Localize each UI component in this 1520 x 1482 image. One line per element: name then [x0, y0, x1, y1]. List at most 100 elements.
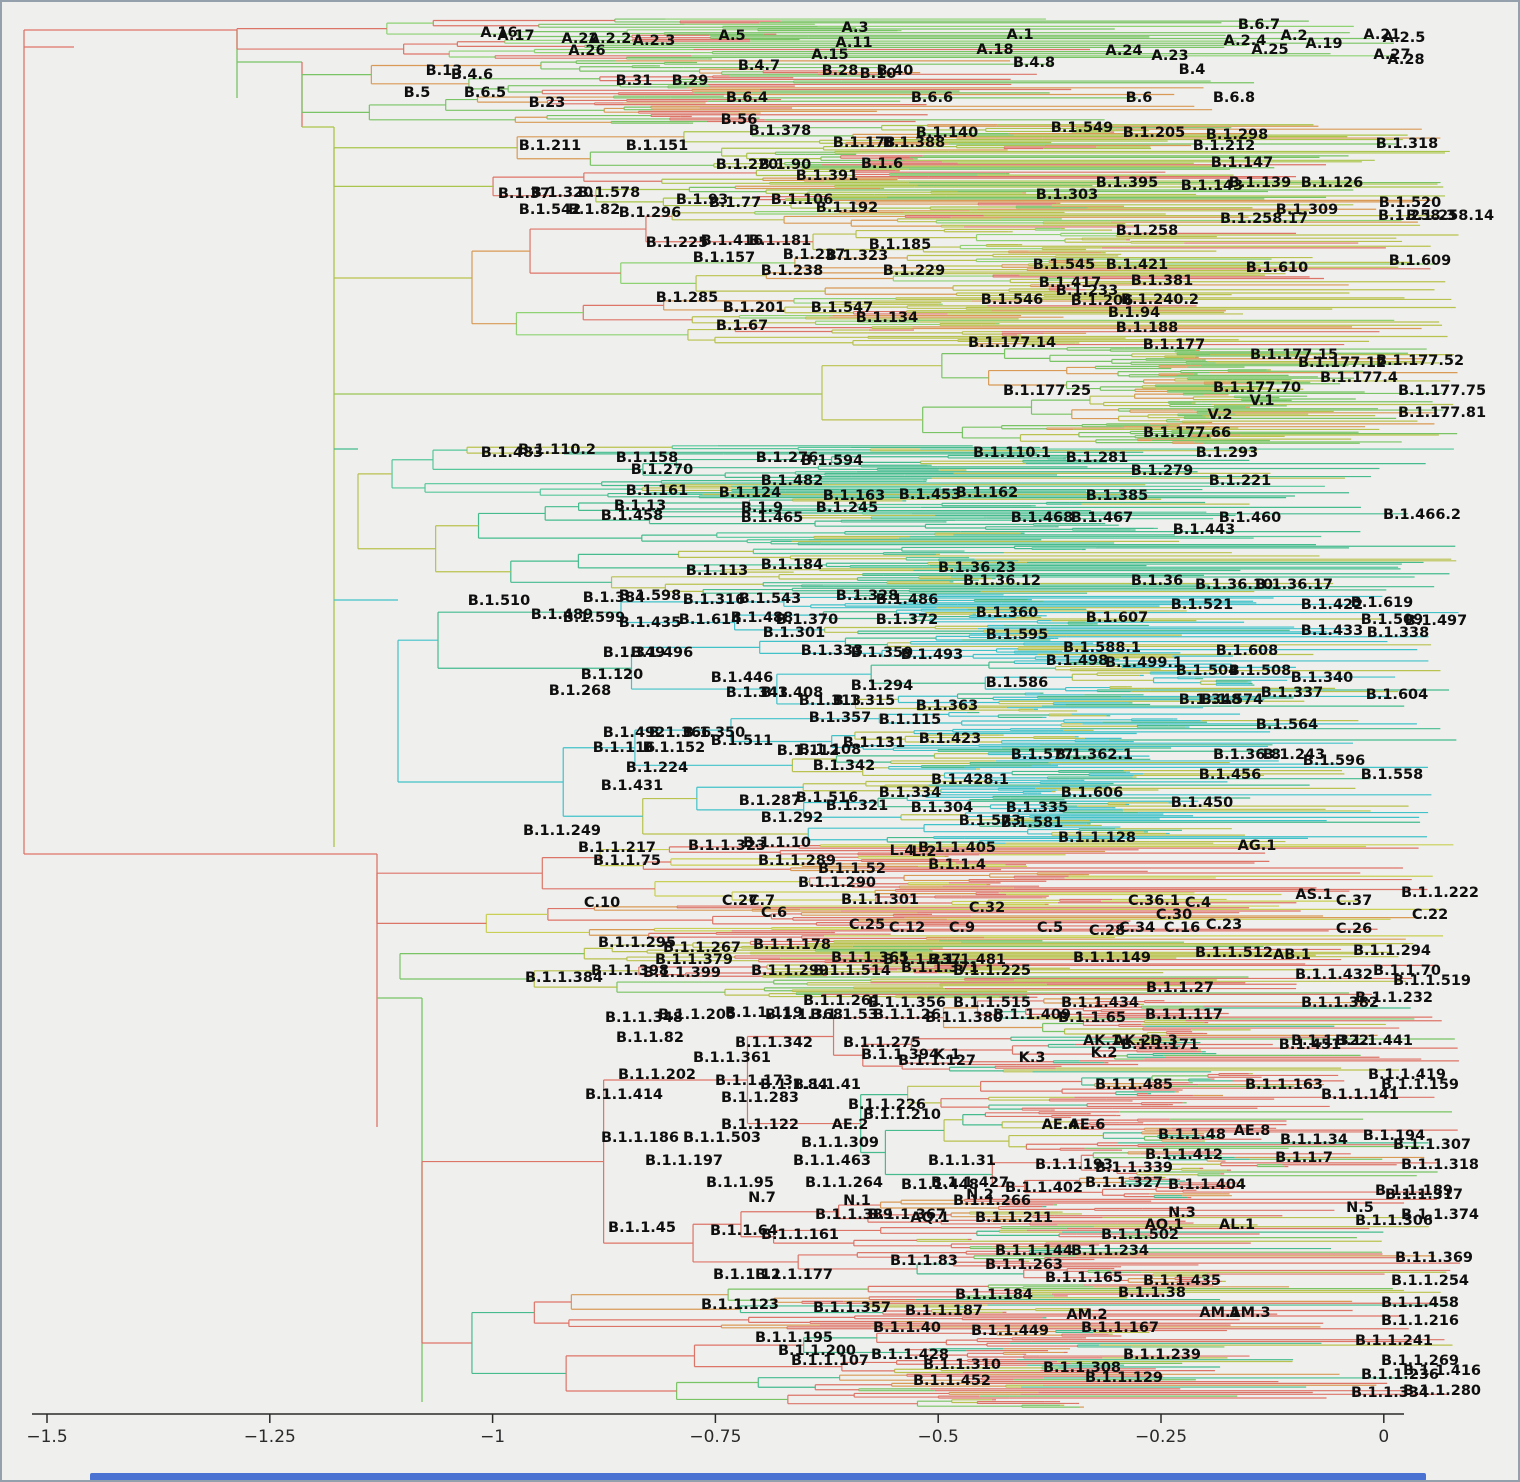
- lineage-label: AS.1: [1295, 887, 1332, 903]
- lineage-label: B.1.1.141: [1321, 1087, 1399, 1103]
- lineage-label: B.1.384: [583, 590, 645, 606]
- lineage-label: B.6.8: [1213, 90, 1255, 106]
- lineage-label: B.1.1.70: [1373, 963, 1441, 979]
- lineage-label: B.1.37: [498, 186, 550, 202]
- lineage-label: AG.1: [1238, 838, 1277, 854]
- lineage-label: B.1.508: [1229, 663, 1291, 679]
- axis-tick-label: 0: [1378, 1427, 1389, 1447]
- lineage-label: B.1.1.122: [721, 1117, 799, 1133]
- lineage-label: K.2: [1091, 1045, 1118, 1061]
- tree-branches: [236, 18, 1461, 1408]
- lineage-label: B.1.564: [1256, 717, 1318, 733]
- lineage-label: B.1.1.412: [1145, 1147, 1223, 1163]
- lineage-label: B.1.1.226: [848, 1097, 926, 1113]
- lineage-label: B.1.516: [796, 790, 858, 806]
- lineage-label: B.1.599: [563, 610, 625, 626]
- lineage-label: B.1.1.254: [1391, 1273, 1469, 1289]
- lineage-label: B.1.1.64: [710, 1223, 778, 1239]
- lineage-label: B.1.162: [956, 485, 1018, 501]
- lineage-label: B.1.1.167: [1081, 1320, 1159, 1336]
- lineage-label: B.1.1.374: [1401, 1207, 1479, 1223]
- lineage-label: B.1.395: [1096, 175, 1158, 191]
- lineage-label: A.2.2: [589, 31, 632, 47]
- lineage-label: B.1.1.301: [841, 892, 919, 908]
- lineage-label: B.1.499.1: [1105, 655, 1183, 671]
- lineage-label: B.1.303: [1036, 187, 1098, 203]
- lineage-label: C.32: [969, 900, 1005, 916]
- lineage-label: B.1.608: [1216, 643, 1278, 659]
- lineage-label: B.1.1.334: [1351, 1385, 1429, 1401]
- lineage-label: B.1.607: [1086, 610, 1148, 626]
- lineage-label: B.1.1.65: [1058, 1010, 1126, 1026]
- lineage-label: N.1: [843, 1193, 871, 1209]
- lineage-label: A.2.5: [1383, 30, 1426, 46]
- lineage-label: B.6: [1126, 90, 1153, 106]
- lineage-label: C.4: [1185, 895, 1211, 911]
- lineage-label: B.1.1.144: [995, 1243, 1073, 1259]
- lineage-label: B.1.1.317: [1385, 1187, 1463, 1203]
- horizontal-scrollbar-thumb[interactable]: [90, 1473, 1426, 1480]
- lineage-label: B.1.298: [1206, 127, 1268, 143]
- lineage-label: B.1.342: [813, 758, 875, 774]
- lineage-label: A.24: [1105, 43, 1142, 59]
- lineage-label: AK.2: [1113, 1033, 1151, 1049]
- lineage-label: B.1.362.1: [1055, 747, 1133, 763]
- lineage-label: B.1.292: [761, 810, 823, 826]
- lineage-label: K.3: [1019, 1050, 1046, 1066]
- lineage-label: C.16: [1164, 920, 1200, 936]
- lineage-label: B.1.194: [1363, 1128, 1425, 1144]
- lineage-label: C.25: [849, 917, 885, 933]
- lineage-label: B.56: [721, 112, 758, 128]
- lineage-label: B.1.606: [1061, 785, 1123, 801]
- lineage-label: B.1.1.318: [1401, 1157, 1479, 1173]
- lineage-label: B.1.357: [809, 710, 871, 726]
- lineage-label: B.1.1.379: [655, 952, 733, 968]
- lineage-label: N.3: [1168, 1205, 1196, 1221]
- lineage-label: B.1.1.261: [803, 993, 881, 1009]
- lineage-label: B.1.1.503: [683, 1130, 761, 1146]
- axis-tick-label: −1.25: [244, 1427, 296, 1447]
- lineage-label: B.1.177.4: [1320, 370, 1398, 386]
- lineage-label: B.1.1.309: [801, 1135, 879, 1151]
- lineage-label: B.23: [529, 95, 566, 111]
- lineage-label: B.1.36.23: [938, 560, 1016, 576]
- lineage-label: N.7: [748, 1190, 776, 1206]
- lineage-label: B.1.315: [833, 693, 895, 709]
- lineage-label: B.1.435: [619, 615, 681, 631]
- lineage-label: B.1.1.127: [898, 1053, 976, 1069]
- lineage-label: B.1.1.165: [1045, 1270, 1123, 1286]
- lineage-label: B.1.1.432: [1295, 967, 1373, 983]
- lineage-label: B.1.1.83: [890, 1253, 958, 1269]
- lineage-label: B.1.366: [649, 725, 711, 741]
- lineage-label: B.1.131: [843, 735, 905, 751]
- lineage-label: C.7: [749, 893, 775, 909]
- lineage-label: B.1.177.25: [1003, 383, 1091, 399]
- lineage-label: B.1.545: [1033, 257, 1095, 273]
- lineage-label: AE.8: [1234, 1123, 1271, 1139]
- lineage-label: B.1.36.10: [1195, 577, 1273, 593]
- lineage-label: B.1.1.159: [1381, 1077, 1459, 1093]
- lineage-label: B.1.1.186: [601, 1130, 679, 1146]
- lineage-label: B.1.578: [578, 185, 640, 201]
- lineage-label: B.1.1.512: [1195, 945, 1273, 961]
- lineage-label: B.1.1.452: [913, 1373, 991, 1389]
- lineage-label: B.1.549: [1051, 120, 1113, 136]
- lineage-label: B.1.1.458: [1381, 1295, 1459, 1311]
- lineage-label: B.1.205: [1123, 125, 1185, 141]
- lineage-label: B.1.258.14: [1406, 208, 1494, 224]
- lineage-label: B.1.126: [1301, 175, 1363, 191]
- lineage-label: B.1.1.481: [928, 952, 1006, 968]
- lineage-label: B.1.1.402: [1005, 1180, 1083, 1196]
- lineage-label: K.1: [934, 1047, 961, 1063]
- axis-tick-label: −0.5: [918, 1427, 959, 1447]
- lineage-label: B.1.619: [1351, 595, 1413, 611]
- lineage-label: B.1.609: [1389, 253, 1451, 269]
- lineage-label: B.1.270: [631, 462, 693, 478]
- lineage-labels: A.16A.17 A.22A.2.2 A.2.3 A.26 A.5 A.3A.11A.15…: [404, 17, 1494, 1401]
- lineage-label: A.21: [1363, 27, 1400, 43]
- lineage-label: B.1.378: [749, 123, 811, 139]
- axis-tick-label: −1: [480, 1427, 505, 1447]
- lineage-label: B.1.1.441: [1335, 1033, 1413, 1049]
- lineage-label: B.1.1.280: [1403, 1383, 1481, 1399]
- lineage-label: B.1.1.211: [975, 1210, 1053, 1226]
